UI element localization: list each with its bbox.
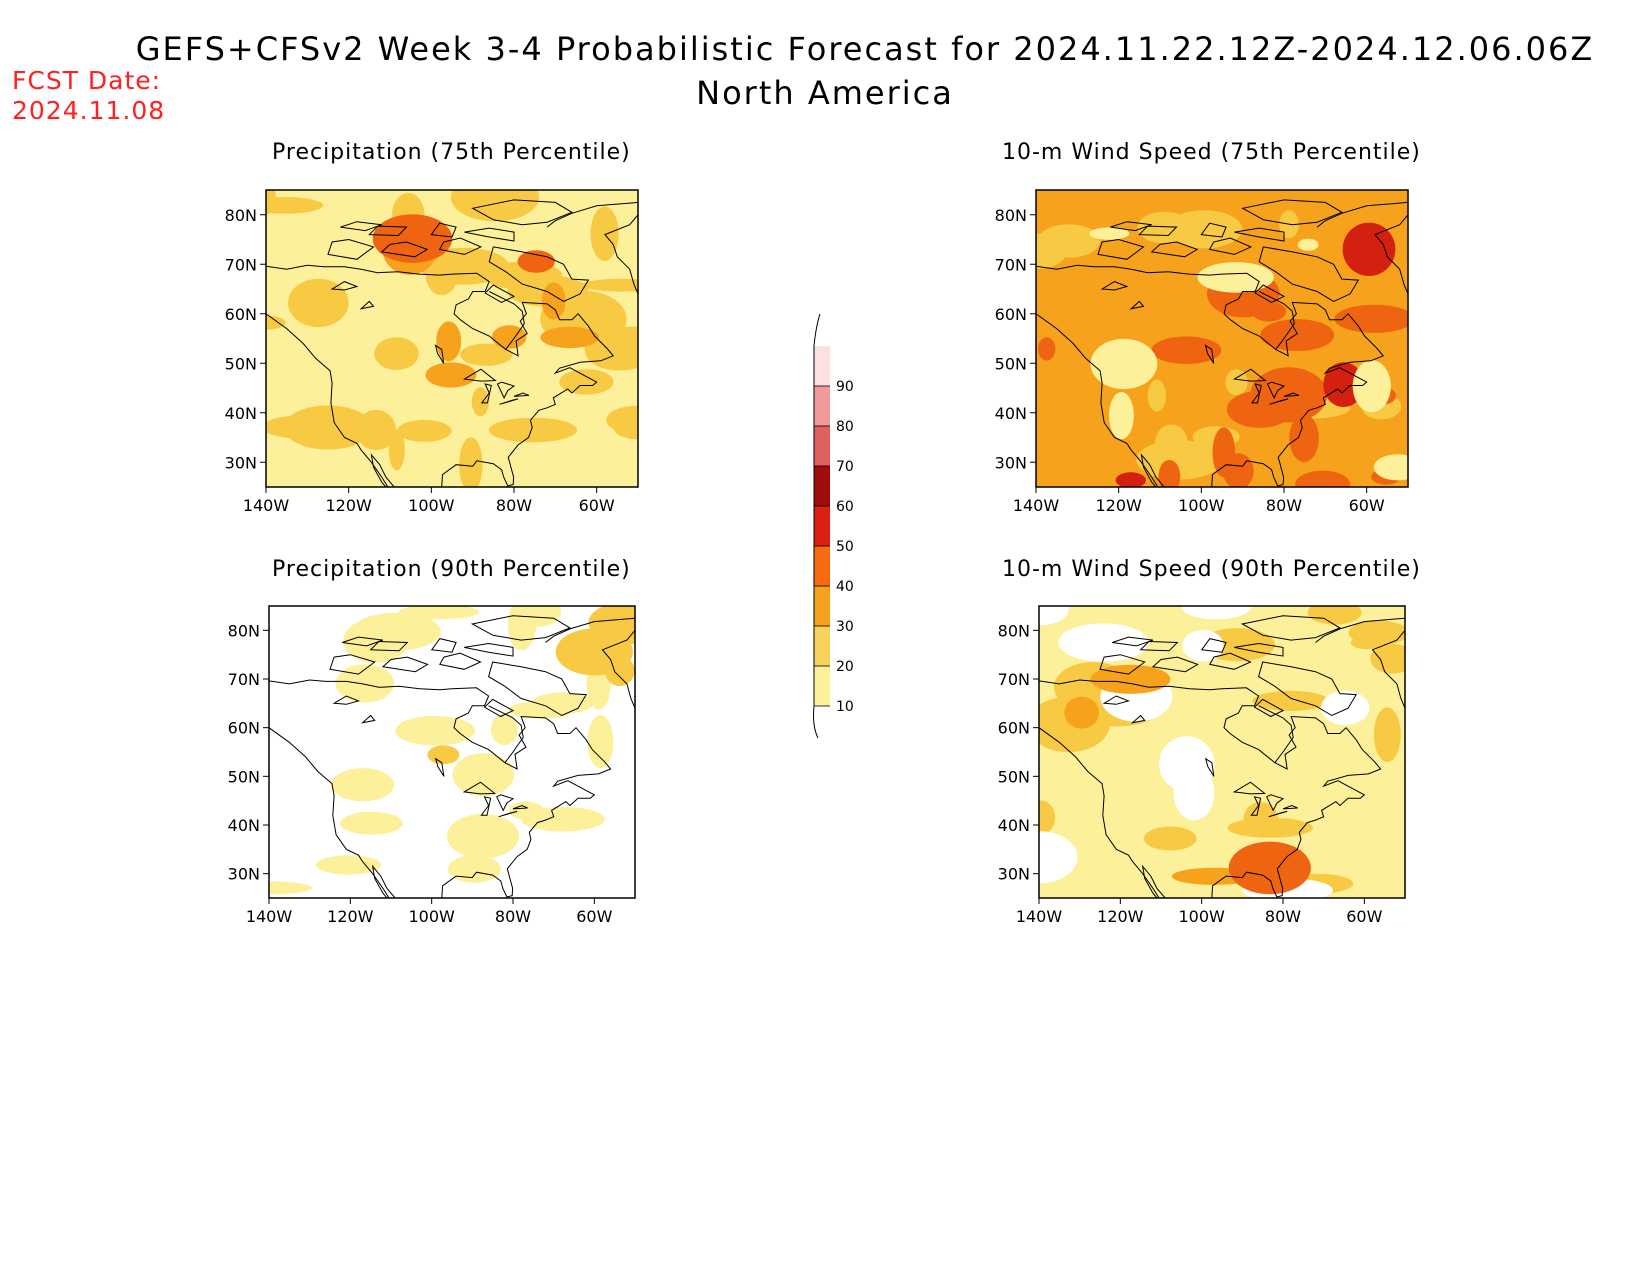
colorbar: 10 20 30 40 50 60 70 80 90 — [813, 313, 854, 739]
lon-tick-label: 80W — [496, 496, 532, 515]
colorbar-label: 60 — [836, 499, 854, 515]
colorbar-swatch — [814, 586, 830, 626]
lat-tick-label: 80N — [228, 621, 260, 640]
lon-tick-label: 120W — [327, 907, 374, 926]
probability-field — [266, 190, 638, 487]
colorbar-lower-cap — [813, 705, 819, 739]
map-panel-w90: 30N 40N 50N 60N 70N 80N 140W 120W 100W 80W 60W — [998, 605, 1406, 926]
coastlines — [266, 199, 638, 487]
lon-tick-label: 100W — [408, 496, 455, 515]
lon-tick-label: 80W — [1265, 907, 1301, 926]
colorbar-swatch — [814, 666, 830, 706]
colorbar-swatch — [814, 426, 830, 466]
lon-tick-label: 80W — [1266, 496, 1302, 515]
colorbar-upper-cap — [813, 313, 821, 347]
lon-tick-label: 100W — [1178, 907, 1225, 926]
map-panel-w75: 30N 40N 50N 60N 70N 80N 140W 120W 100W 80W 60W — [995, 189, 1409, 515]
map-frame — [1035, 189, 1409, 488]
lat-tick-label: 50N — [998, 767, 1030, 786]
lat-tick-label: 60N — [228, 719, 260, 738]
lat-tick-label: 30N — [225, 453, 257, 472]
lat-tick-label: 80N — [995, 206, 1027, 225]
coastlines — [269, 615, 635, 898]
map-frame — [268, 605, 636, 899]
lat-tick-label: 30N — [228, 865, 260, 884]
panel-title-wind-75: 10-m Wind Speed (75th Percentile) — [1002, 140, 1421, 165]
region-subtitle: North America — [696, 74, 954, 112]
lat-tick-label: 80N — [225, 206, 257, 225]
probability-field — [1039, 606, 1405, 898]
lat-tick-label: 40N — [995, 404, 1027, 423]
lon-tick-label: 60W — [576, 907, 612, 926]
lon-tick-label: 60W — [1349, 496, 1385, 515]
colorbar-swatch — [814, 626, 830, 666]
lat-tick-label: 50N — [995, 354, 1027, 373]
lat-tick-label: 60N — [995, 305, 1027, 324]
colorbar-label: 70 — [836, 459, 854, 475]
colorbar-label: 30 — [836, 619, 854, 635]
forecast-title: GEFS+CFSv2 Week 3-4 Probabilistic Foreca… — [135, 30, 1595, 68]
lon-tick-label: 100W — [408, 907, 455, 926]
colorbar-swatch — [814, 506, 830, 546]
lat-tick-label: 50N — [228, 767, 260, 786]
colorbar-label: 20 — [836, 659, 854, 675]
lat-tick-label: 40N — [228, 816, 260, 835]
panel-title-wind-90: 10-m Wind Speed (90th Percentile) — [1002, 557, 1421, 582]
lat-tick-label: 70N — [998, 670, 1030, 689]
lat-tick-label: 70N — [225, 255, 257, 274]
colorbar-swatch — [814, 466, 830, 506]
lat-tick-label: 30N — [998, 865, 1030, 884]
lon-tick-label: 140W — [243, 496, 290, 515]
coastlines — [1039, 615, 1405, 898]
panel-title-precip-75: Precipitation (75th Percentile) — [272, 140, 631, 165]
colorbar-label: 90 — [836, 379, 854, 395]
lon-tick-label: 100W — [1178, 496, 1225, 515]
lon-tick-label: 120W — [325, 496, 372, 515]
forecast-date-label: FCST Date: — [12, 66, 162, 95]
lat-tick-label: 40N — [998, 816, 1030, 835]
lat-tick-label: 40N — [225, 404, 257, 423]
colorbar-label: 80 — [836, 419, 854, 435]
lon-tick-label: 140W — [1013, 496, 1060, 515]
lat-tick-label: 50N — [225, 354, 257, 373]
panel-title-precip-90: Precipitation (90th Percentile) — [272, 557, 631, 582]
colorbar-swatch — [814, 386, 830, 426]
lat-tick-label: 60N — [225, 305, 257, 324]
lon-tick-label: 120W — [1095, 496, 1142, 515]
lon-tick-label: 60W — [1346, 907, 1382, 926]
colorbar-swatch — [814, 346, 830, 386]
colorbar-swatch — [814, 546, 830, 586]
lat-tick-label: 60N — [998, 719, 1030, 738]
lon-tick-label: 140W — [1016, 907, 1063, 926]
lon-tick-label: 140W — [246, 907, 293, 926]
colorbar-label: 50 — [836, 539, 854, 555]
colorbar-label: 10 — [836, 699, 854, 715]
lon-tick-label: 60W — [579, 496, 615, 515]
map-frame — [265, 189, 639, 488]
lon-tick-label: 80W — [495, 907, 531, 926]
forecast-date-value: 2024.11.08 — [12, 96, 166, 125]
forecast-date-block: FCST Date: 2024.11.08 — [12, 66, 165, 126]
coastlines — [1036, 199, 1408, 487]
lat-tick-label: 70N — [228, 670, 260, 689]
lon-tick-label: 120W — [1097, 907, 1144, 926]
lat-tick-label: 70N — [995, 255, 1027, 274]
lat-tick-label: 80N — [998, 621, 1030, 640]
map-frame — [1038, 605, 1406, 899]
probability-field — [1036, 190, 1408, 487]
map-panel-p75: 30N 40N 50N 60N 70N 80N 140W 120W 100W 80W 60W — [225, 189, 639, 515]
map-panel-p90: 30N 40N 50N 60N 70N 80N 140W 120W 100W 80W 60W — [228, 605, 636, 926]
lat-tick-label: 30N — [995, 453, 1027, 472]
colorbar-label: 40 — [836, 579, 854, 595]
